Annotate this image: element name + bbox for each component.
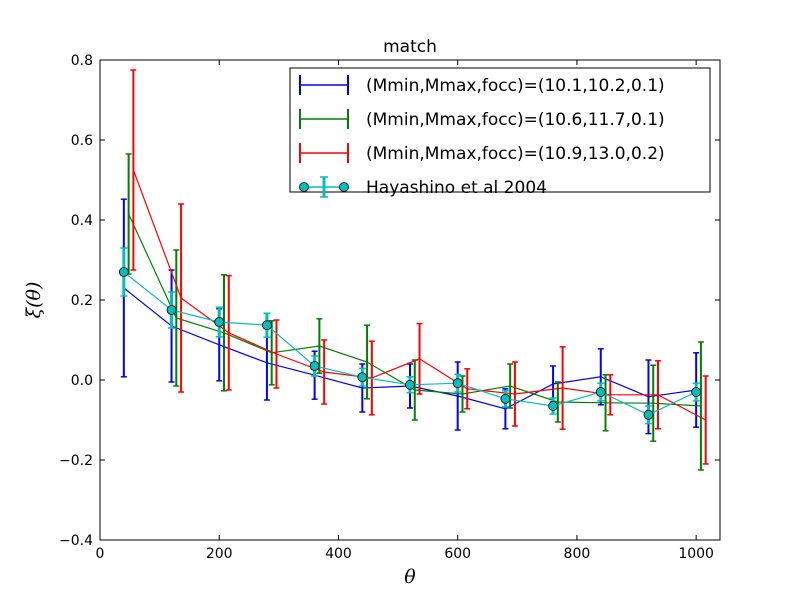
plot-area	[118, 69, 709, 471]
legend-entry-1: (Mmin,Mmax,focc)=(10.1,10.2,0.1)	[299, 75, 665, 96]
series-3	[130, 69, 709, 465]
series-4-point	[214, 317, 225, 327]
legend: (Mmin,Mmax,focc)=(10.1,10.2,0.1) (Mmin,Mm…	[289, 67, 711, 198]
series-2	[125, 153, 704, 471]
x-tick-label: 800	[564, 546, 591, 562]
series-4-point	[452, 378, 463, 389]
y-tick-label: 0.6	[71, 133, 93, 149]
legend-box	[289, 67, 711, 193]
x-tick-label: 600	[444, 546, 471, 562]
plot-inner	[118, 69, 709, 471]
chart-title: match	[383, 37, 437, 57]
legend-entry-4: Hayashino et al 2004	[299, 176, 547, 198]
series-4-point	[595, 387, 606, 397]
series-4-point	[405, 379, 415, 390]
legend-label: Hayashino et al 2004	[366, 178, 547, 198]
series-4-point	[118, 267, 129, 277]
y-tick-label: 0.4	[71, 213, 93, 229]
x-tick-label: 0	[96, 546, 105, 562]
y-tick-label: 0.8	[71, 53, 93, 69]
y-tick-label: −0.4	[59, 533, 93, 549]
series-4-point	[643, 409, 654, 420]
series-4-point	[548, 401, 558, 411]
legend-label: (Mmin,Mmax,focc)=(10.9,13.0,0.2)	[366, 144, 665, 164]
x-tick-label: 400	[325, 546, 352, 562]
series-4-point	[500, 393, 511, 404]
series-4-point	[309, 361, 320, 371]
legend-entry-3: (Mmin,Mmax,focc)=(10.9,13.0,0.2)	[299, 143, 665, 164]
y-tick-label: 0.2	[71, 293, 93, 309]
legend-label: (Mmin,Mmax,focc)=(10.6,11.7,0.1)	[366, 110, 665, 130]
legend-entry-2: (Mmin,Mmax,focc)=(10.6,11.7,0.1)	[299, 109, 665, 130]
series-4-point	[691, 387, 702, 397]
x-tick-label: 1000	[678, 546, 714, 562]
x-axis-label: θ	[404, 566, 416, 588]
series-4-point	[262, 320, 272, 331]
y-tick-label: −0.2	[59, 453, 93, 469]
y-tick-label: 0.0	[71, 373, 93, 389]
x-tick-label: 200	[206, 546, 233, 562]
series-4	[118, 247, 702, 425]
y-axis-label: ξ(θ)	[23, 282, 45, 319]
legend-marker	[339, 182, 349, 192]
series-4-point	[357, 372, 368, 383]
axes: 0 200 400 600 800 1000 −0.4 −0.2 0.0 0.2 0.4 0.6 0.8	[59, 53, 721, 562]
series-4-point	[166, 305, 177, 315]
legend-marker	[299, 182, 309, 192]
legend-label: (Mmin,Mmax,focc)=(10.1,10.2,0.1)	[366, 76, 665, 96]
